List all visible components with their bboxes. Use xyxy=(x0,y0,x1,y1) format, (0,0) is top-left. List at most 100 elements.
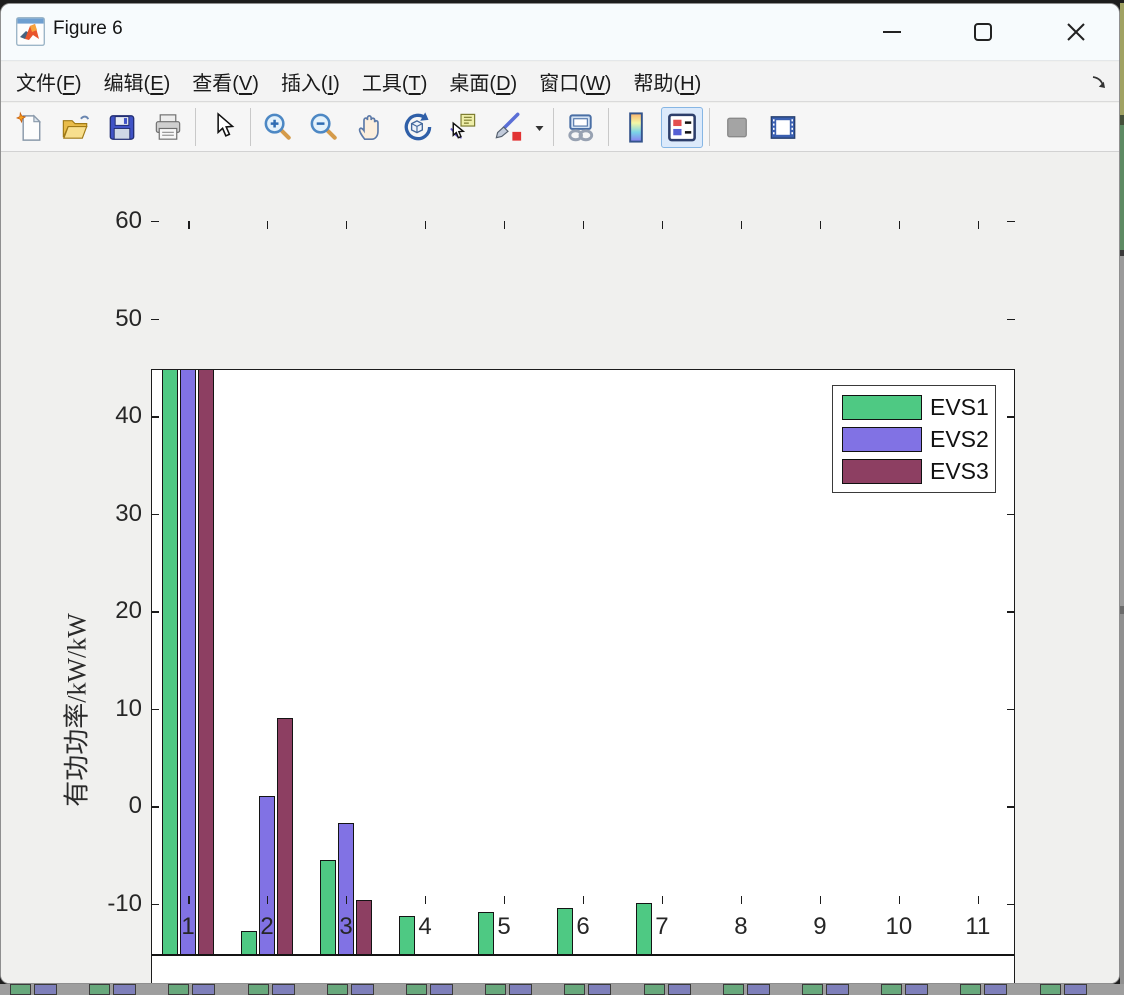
open-file-button[interactable] xyxy=(55,107,97,148)
dock-arrow-icon[interactable] xyxy=(1089,72,1109,92)
brush-dropdown-button[interactable] xyxy=(533,117,546,139)
insert-colorbar-icon xyxy=(618,112,654,148)
axis-tick xyxy=(151,416,159,418)
background-bar-green xyxy=(802,984,823,995)
toolbar-separator xyxy=(195,108,196,146)
menu-item-v[interactable]: 查看(V) xyxy=(192,73,259,95)
axis-tick xyxy=(1007,416,1015,418)
bar-evs3-x3[interactable] xyxy=(355,899,372,956)
bar-evs1-x5[interactable] xyxy=(478,912,495,956)
x-tick-label-2: 2 xyxy=(260,913,274,940)
background-bar-green xyxy=(881,984,903,995)
axis-tick xyxy=(1007,513,1015,516)
legend-entry-evs2[interactable]: EVS2 xyxy=(833,424,995,456)
menu-item-t[interactable]: 工具(T) xyxy=(361,73,428,95)
print-figure-icon xyxy=(150,114,186,148)
y-tick-label-60: 60 xyxy=(115,207,142,234)
x-tick-label-1: 1 xyxy=(181,913,195,940)
bar-evs2-x1[interactable] xyxy=(180,369,197,956)
axis-tick xyxy=(151,318,159,320)
pan-button[interactable] xyxy=(349,107,391,148)
save-figure-icon xyxy=(104,115,140,148)
axis-tick xyxy=(740,221,743,229)
bar-evs1-x3[interactable] xyxy=(320,859,337,956)
axis-tick xyxy=(267,221,269,229)
axis-tick xyxy=(267,896,269,904)
background-bar-green xyxy=(10,984,31,995)
menu-item-h[interactable]: 帮助(H) xyxy=(633,73,702,95)
x-tick-label-10: 10 xyxy=(885,913,913,940)
edit-plot-button[interactable] xyxy=(202,107,244,148)
hide-plot-tools-button[interactable] xyxy=(716,107,758,148)
bar-evs3-x2[interactable] xyxy=(276,718,293,956)
bar-evs2-x2[interactable] xyxy=(259,796,276,956)
menu-item-e[interactable]: 编辑(E) xyxy=(103,73,171,95)
legend[interactable]: EVS1 EVS2 EVS3 xyxy=(832,385,996,493)
zoom-out-button[interactable] xyxy=(303,107,345,148)
bar-evs1-x7[interactable] xyxy=(636,902,653,956)
menu-item-f[interactable]: 文件(F) xyxy=(16,73,82,95)
y-tick-label-40: 40 xyxy=(115,402,142,430)
axis-tick xyxy=(425,896,427,904)
legend-entry-evs1[interactable]: EVS1 xyxy=(833,392,995,424)
axis-tick xyxy=(1007,221,1015,223)
dock-figure-icon xyxy=(765,116,801,148)
toolbar-separator xyxy=(608,108,609,146)
title-bar: Figure 6 xyxy=(1,4,1119,61)
background-bar-green xyxy=(89,984,111,995)
data-cursor-button[interactable] xyxy=(441,107,483,148)
axis-tick xyxy=(583,896,585,904)
close-button[interactable] xyxy=(1047,10,1105,54)
brush-icon xyxy=(490,112,526,148)
brush-button[interactable] xyxy=(487,107,529,148)
new-figure-button[interactable] xyxy=(9,107,51,148)
window-title: Figure 6 xyxy=(53,18,123,39)
menu-item-d[interactable]: 桌面(D) xyxy=(449,73,518,95)
save-figure-button[interactable] xyxy=(101,107,143,148)
zoom-in-button[interactable] xyxy=(257,107,299,148)
background-bar-purple xyxy=(509,984,533,995)
bar-evs1-x1[interactable] xyxy=(162,369,179,956)
background-bar-green xyxy=(406,984,427,995)
rotate-3d-icon xyxy=(398,112,434,148)
link-plot-button[interactable] xyxy=(560,107,602,148)
background-bar-purple xyxy=(350,984,374,995)
print-figure-button[interactable] xyxy=(147,107,189,148)
bar-evs2-x3[interactable] xyxy=(338,822,355,956)
menu-item-w[interactable]: 窗口(W) xyxy=(539,73,612,95)
rotate-3d-button[interactable] xyxy=(395,107,437,148)
insert-colorbar-button[interactable] xyxy=(615,107,657,148)
bar-evs1-x4[interactable] xyxy=(399,916,416,956)
menu-item-i[interactable]: 插入(I) xyxy=(280,73,340,95)
bar-evs1-x6[interactable] xyxy=(557,907,574,956)
background-bar-green xyxy=(722,984,744,995)
background-bar-purple xyxy=(34,984,57,995)
legend-label-evs3: EVS3 xyxy=(930,458,989,484)
background-bar-purple xyxy=(271,984,295,995)
bar-evs3-x1[interactable] xyxy=(197,369,214,956)
legend-swatch-evs1 xyxy=(842,395,922,420)
bar-evs1-x2[interactable] xyxy=(241,931,258,956)
minimize-button[interactable] xyxy=(863,10,921,54)
background-bar-purple xyxy=(984,984,1008,995)
y-tick-label-10: 10 xyxy=(115,694,142,722)
axis-tick xyxy=(504,896,506,904)
axis-tick xyxy=(1007,806,1015,808)
zoom-out-icon xyxy=(306,113,342,148)
background-bar-purple xyxy=(1063,984,1087,995)
x-tick-label-9: 9 xyxy=(813,913,827,940)
background-sliver xyxy=(1120,614,1124,984)
axis-tick xyxy=(504,221,506,229)
legend-entry-evs3[interactable]: EVS3 xyxy=(833,456,995,488)
background-bar-purple xyxy=(192,984,216,995)
axis-tick xyxy=(1007,708,1015,711)
dock-figure-button[interactable] xyxy=(762,107,804,148)
maximize-button[interactable] xyxy=(954,10,1012,54)
background-bar-green xyxy=(564,984,586,995)
insert-legend-button[interactable] xyxy=(661,107,703,148)
background-bar-green xyxy=(247,984,269,995)
background-sliver xyxy=(1120,256,1124,606)
axis-tick xyxy=(188,896,190,904)
